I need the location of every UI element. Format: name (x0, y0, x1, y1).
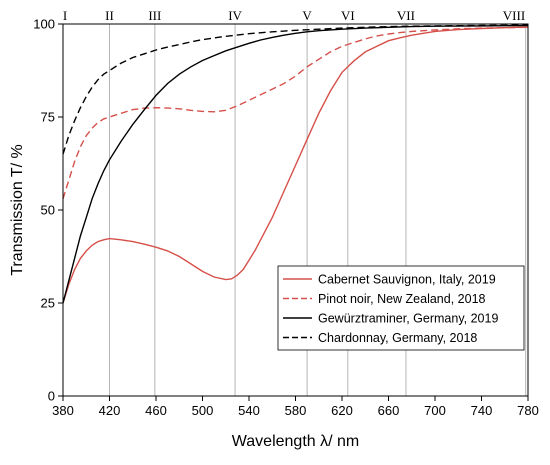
legend-label-pinot-noir: Pinot noir, New Zealand, 2018 (318, 292, 486, 306)
legend-label-chardonnay: Chardonnay, Germany, 2018 (318, 331, 477, 345)
x-tick-label-620: 620 (331, 403, 353, 418)
y-tick-label-100: 100 (33, 17, 55, 32)
series-lines (62, 24, 529, 304)
y-tick-label-0: 0 (48, 389, 55, 404)
x-tick-label-780: 780 (517, 403, 539, 418)
series-line-pinot-noir-new-zealand-2018 (62, 26, 529, 200)
x-tick-label-740: 740 (471, 403, 493, 418)
x-tick-label-660: 660 (378, 403, 400, 418)
band-label-i: I (63, 8, 67, 23)
y-axis-title: Transmission T/ % (9, 144, 26, 276)
band-label-v: V (302, 8, 312, 23)
band-label-ii: II (105, 8, 114, 23)
legend-label-cabernet: Cabernet Sauvignon, Italy, 2019 (318, 273, 496, 287)
y-tick-label-50: 50 (41, 203, 55, 218)
y-tick-label-75: 75 (41, 110, 55, 125)
legend-label-gewurztraminer: Gewürztraminer, Germany, 2019 (318, 312, 498, 326)
band-label-viii: VIII (503, 8, 525, 23)
series-line-gewurztraminer-germany-2019 (62, 24, 529, 304)
band-label-vii: VII (397, 8, 415, 23)
x-tick-label-500: 500 (192, 403, 214, 418)
x-axis-title: Wavelength λ/ nm (232, 433, 359, 450)
x-tick-label-700: 700 (424, 403, 446, 418)
band-label-iv: IV (228, 8, 242, 23)
y-tick-label-25: 25 (41, 296, 55, 311)
x-tick-label-460: 460 (145, 403, 167, 418)
axis-ticks: 380 420 460 500 540 580 620 660 700 740 780 0 25 50 75… (33, 17, 539, 419)
legend: Cabernet Sauvignon, Italy, 2019 Pinot no… (277, 265, 525, 351)
x-tick-label-420: 420 (99, 403, 121, 418)
series-line-chardonnay-germany-2018 (62, 24, 529, 155)
band-label-vi: VI (341, 8, 355, 23)
band-labels: I II III IV V VI VII VIII (63, 8, 525, 23)
x-tick-label-380: 380 (52, 403, 74, 418)
legend-box (277, 265, 525, 351)
x-tick-label-580: 580 (285, 403, 307, 418)
series-line-cabernet-sauvignon-italy-2019 (62, 26, 529, 304)
reference-lines (62, 24, 527, 396)
band-label-iii: III (148, 8, 161, 23)
x-tick-label-540: 540 (238, 403, 260, 418)
